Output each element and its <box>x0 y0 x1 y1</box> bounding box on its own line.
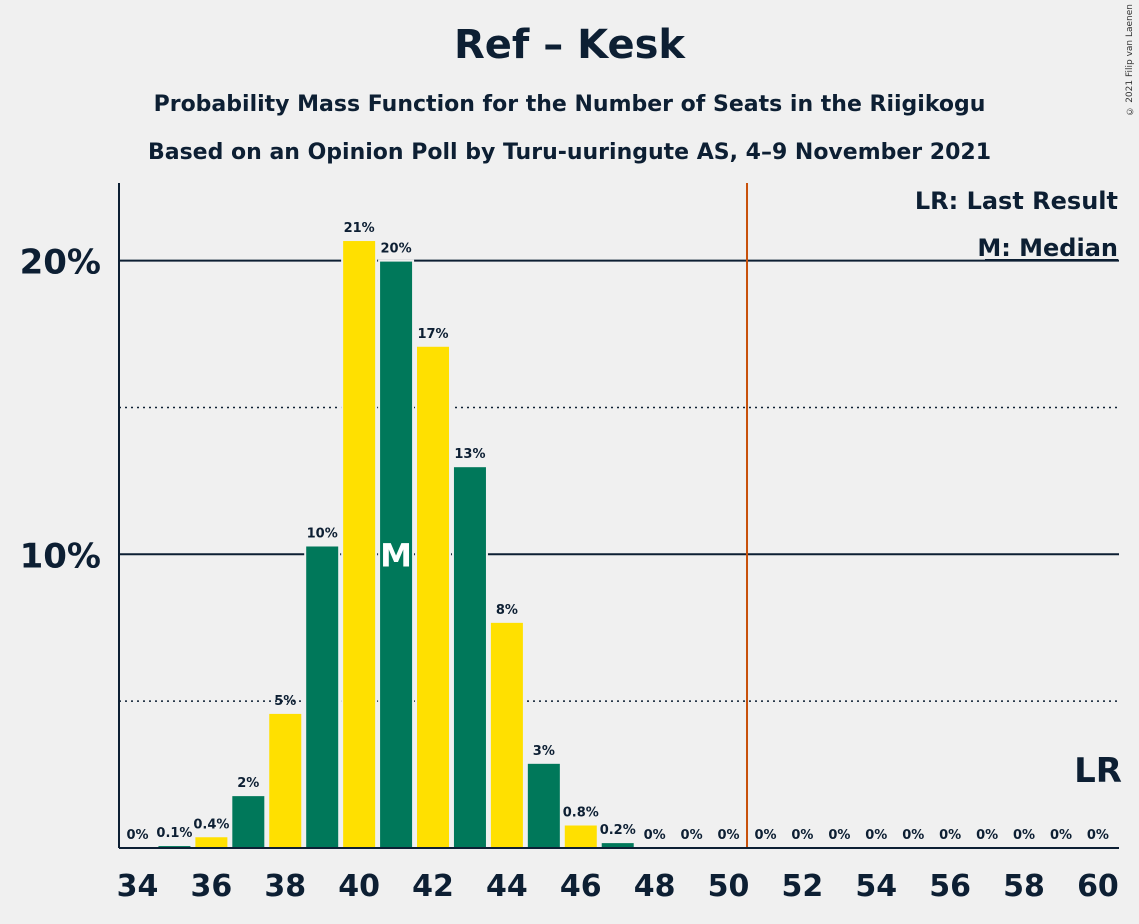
bar-value-label: 0% <box>1013 828 1035 843</box>
x-tick-label: 52 <box>782 869 824 904</box>
bar-value-label: 0% <box>865 828 887 843</box>
x-tick-label: 56 <box>929 869 971 904</box>
bar-value-label: 0.4% <box>193 817 229 832</box>
x-tick-label: 50 <box>708 869 750 904</box>
bar-value-label: 5% <box>274 694 296 709</box>
legend-median: M: Median <box>977 234 1118 262</box>
bar-value-label: 17% <box>417 327 448 342</box>
bar <box>451 465 488 849</box>
x-tick-label: 54 <box>855 869 897 904</box>
bar-value-label: 0% <box>902 828 924 843</box>
bar-value-label: 8% <box>496 603 518 618</box>
x-tick-label: 60 <box>1077 869 1119 904</box>
bar-value-label: 2% <box>237 776 259 791</box>
bar-value-label: 21% <box>344 221 375 236</box>
bar-value-label: 0% <box>1087 828 1109 843</box>
bar <box>304 544 341 849</box>
bar-value-label: 0.1% <box>156 826 192 841</box>
x-tick-label: 44 <box>486 869 528 904</box>
bar-value-label: 13% <box>454 447 485 462</box>
chart-title: Ref – Kesk <box>453 22 685 68</box>
bar-value-label: 0% <box>681 828 703 843</box>
chart-subtitle: Probability Mass Function for the Number… <box>153 92 986 117</box>
bar-value-label: 20% <box>381 242 412 257</box>
bar <box>525 761 562 850</box>
bar-value-label: 0.2% <box>600 823 636 838</box>
bar-value-label: 0% <box>754 828 776 843</box>
x-tick-label: 46 <box>560 869 602 904</box>
median-marker: M <box>380 536 412 574</box>
x-tick-label: 42 <box>412 869 454 904</box>
bar-value-label: 10% <box>307 526 338 541</box>
bar <box>230 794 267 849</box>
x-tick-label: 48 <box>634 869 676 904</box>
chart-subtitle-source: Based on an Opinion Poll by Turu-uuringu… <box>147 140 992 165</box>
bar-value-label: 0% <box>976 828 998 843</box>
bar <box>562 823 599 850</box>
bar-value-label: 0.8% <box>563 806 599 821</box>
x-tick-label: 58 <box>1003 869 1045 904</box>
legend-last-result: LR: Last Result <box>915 187 1118 215</box>
x-tick-label: 38 <box>264 869 306 904</box>
x-tick-label: 40 <box>338 869 380 904</box>
bar <box>193 835 230 850</box>
bar-value-label: 0% <box>791 828 813 843</box>
bar-value-label: 0% <box>1050 828 1072 843</box>
x-tick-label: 36 <box>191 869 233 904</box>
bar-value-label: 0% <box>828 828 850 843</box>
bar <box>415 344 452 849</box>
bar <box>488 620 525 850</box>
bar <box>267 711 304 850</box>
bar-value-label: 0% <box>126 828 148 843</box>
x-tick-label: 34 <box>117 869 159 904</box>
bar-value-label: 0% <box>939 828 961 843</box>
y-tick-label: 20% <box>20 243 101 283</box>
last-result-marker: LR <box>1074 751 1122 791</box>
bar-value-label: 3% <box>533 744 555 759</box>
bar-value-label: 0% <box>644 828 666 843</box>
bar-value-label: 0% <box>718 828 740 843</box>
y-tick-label: 10% <box>20 536 101 576</box>
bar <box>341 239 378 849</box>
